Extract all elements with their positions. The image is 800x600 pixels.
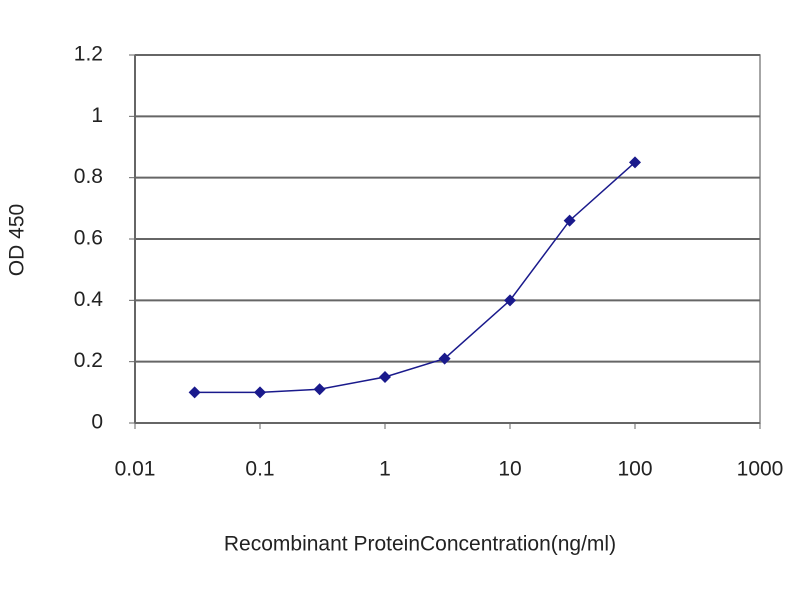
x-tick-label: 10 <box>498 458 521 481</box>
x-tick-label: 1 <box>379 458 391 481</box>
data-point <box>438 352 451 365</box>
x-tick-label: 100 <box>617 458 652 481</box>
y-tick-label: 0.2 <box>74 349 103 372</box>
data-point <box>563 214 576 227</box>
x-tick-label: 0.01 <box>115 458 156 481</box>
data-line <box>194 161 636 394</box>
y-tick-label: 0 <box>91 411 103 434</box>
y-tick-label: 0.8 <box>74 165 103 188</box>
data-point <box>188 386 201 399</box>
data-point <box>379 371 391 383</box>
x-tick-label: 1000 <box>737 458 784 481</box>
x-axis-label: Recombinant ProteinConcentration(ng/ml) <box>224 533 616 556</box>
data-point <box>629 156 641 169</box>
data-point <box>313 383 326 396</box>
data-point <box>254 386 266 399</box>
y-tick-label: 1 <box>91 104 103 127</box>
x-tick-label: 0.1 <box>245 458 274 481</box>
y-tick-label: 1.2 <box>74 43 103 66</box>
data-point <box>504 294 516 307</box>
y-axis-label: OD 450 <box>6 204 29 276</box>
y-tick-label: 0.6 <box>74 227 103 250</box>
y-tick-label: 0.4 <box>74 288 104 311</box>
